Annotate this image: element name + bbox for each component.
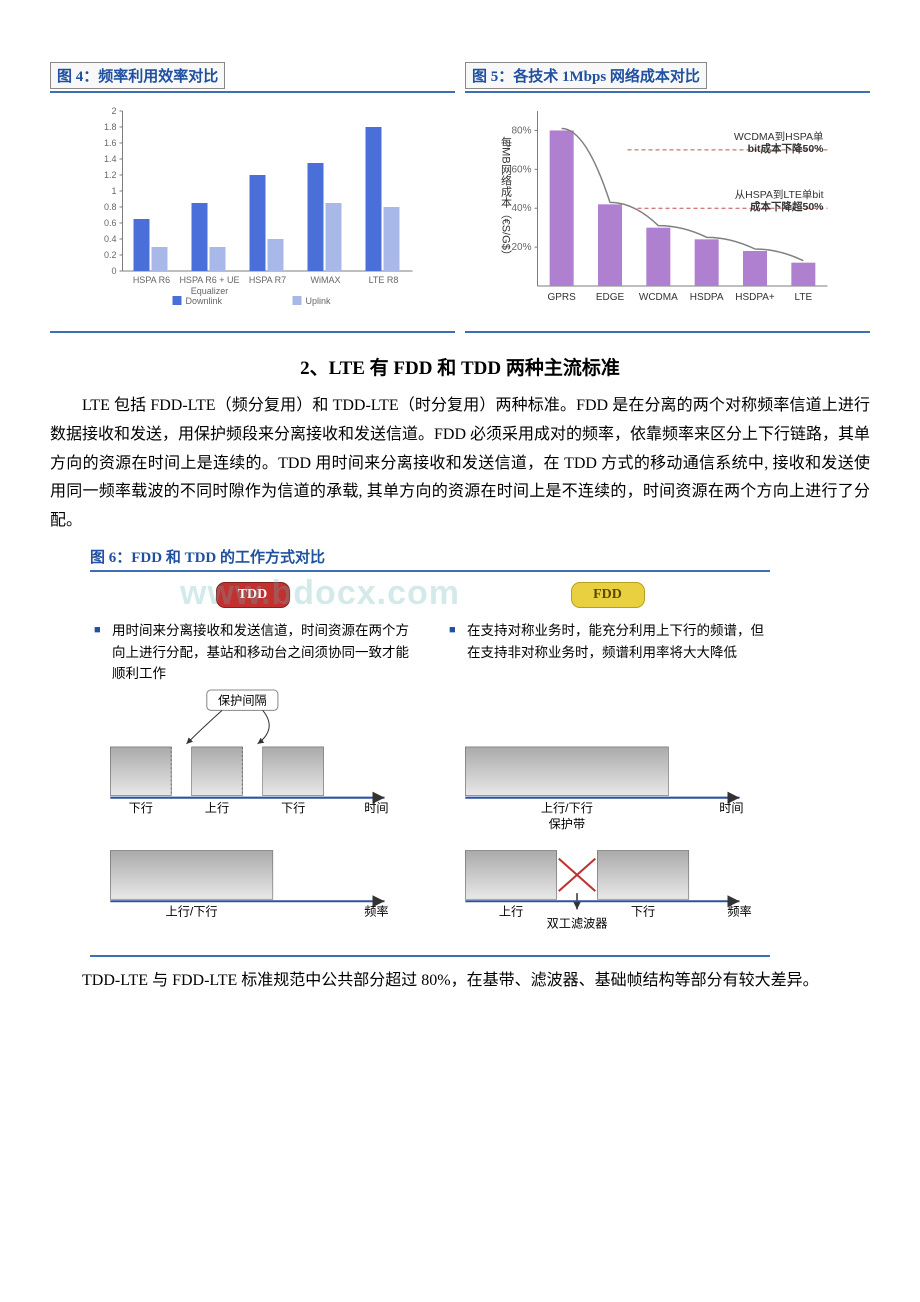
svg-text:频率: 频率 [727,903,751,918]
svg-text:上行/下行: 上行/下行 [166,904,218,918]
fdd-diagram: 时间 上行/下行保护带上行 下行 频率双工滤波器 [445,688,770,932]
svg-text:0.6: 0.6 [104,218,117,228]
fig6-wrap: 图 6：FDD 和 TDD 的工作方式对比 www.bdocx.com TDD … [90,546,770,957]
svg-text:LTE R8: LTE R8 [369,275,399,285]
chart5-box: 图 5：各技术 1Mbps 网络成本对比 每MB网络成本（€S/G$）20% 40… [465,60,870,333]
svg-text:0.4: 0.4 [104,234,117,244]
tdd-diagram: 保护间隔下行 上行 下行 时间上行/下行 频率 [90,688,415,932]
svg-text:上行: 上行 [205,801,229,815]
svg-text:60%: 60% [511,164,531,175]
section-heading: 2、LTE 有 FDD 和 TDD 两种主流标准 [50,353,870,380]
tdd-badge: TDD [216,582,290,608]
chart5-title: 图 5：各技术 1Mbps 网络成本对比 [465,62,707,89]
svg-text:WCDMA: WCDMA [639,292,678,303]
svg-text:每MB网络成本（€S/G$）: 每MB网络成本（€S/G$） [500,135,513,261]
charts-row: 图 4：频率利用效率对比 0 0.2 0.4 0.6 0.8 1 1.2 1.4 1.6 1.8 2… [50,60,870,333]
svg-text:1.4: 1.4 [104,154,117,164]
svg-text:0.8: 0.8 [104,202,117,212]
svg-text:1: 1 [111,186,116,196]
svg-text:WCDMA到HSPA单: WCDMA到HSPA单 [734,131,824,143]
svg-text:Downlink: Downlink [186,296,223,306]
svg-text:频率: 频率 [364,903,388,918]
svg-text:80%: 80% [511,125,531,136]
svg-text:HSPA R7: HSPA R7 [249,275,286,285]
svg-text:bit成本下降50%: bit成本下降50% [748,142,825,155]
svg-text:保护带: 保护带 [549,817,586,831]
section2-para1: LTE 包括 FDD-LTE（频分复用）和 TDD-LTE（时分复用）两种标准。… [50,392,870,536]
svg-text:时间: 时间 [719,801,743,815]
svg-text:从HSPA到LTE单bit: 从HSPA到LTE单bit [735,189,824,201]
fig6-title: 图 6：FDD 和 TDD 的工作方式对比 [90,550,325,566]
svg-text:0.2: 0.2 [104,250,117,260]
chart4-title: 图 4：频率利用效率对比 [50,62,225,89]
svg-text:40%: 40% [511,203,531,214]
svg-text:Equalizer: Equalizer [191,286,229,296]
chart4-svg: 0 0.2 0.4 0.6 0.8 1 1.2 1.4 1.6 1.8 2 HSPA R6 HSPA R… [50,101,455,326]
svg-text:上行/下行: 上行/下行 [541,801,593,815]
chart5-svg: 每MB网络成本（€S/G$）20% 40% 60% 80% GPRS EDGE WCDMA H… [465,101,870,326]
svg-text:HSPA R6 + UE: HSPA R6 + UE [179,275,239,285]
fdd-column: FDD 在支持对称业务时，能充分利用上下行的频谱，但在支持非对称业务时，频谱利用… [445,582,770,937]
chart4-title-row: 图 4：频率利用效率对比 [50,60,455,93]
tdd-column: TDD 用时间来分离接收和发送信道，时间资源在两个方向上进行分配，基站和移动台之… [90,582,415,937]
svg-text:成本下降超50%: 成本下降超50% [750,200,824,213]
fdd-desc: 在支持对称业务时，能充分利用上下行的频谱，但在支持非对称业务时，频谱利用率将大大… [445,620,770,688]
svg-text:0: 0 [111,266,116,276]
svg-text:HSPA R6: HSPA R6 [133,275,170,285]
svg-text:1.8: 1.8 [104,122,117,132]
svg-text:2: 2 [111,106,116,116]
svg-text:Uplink: Uplink [306,296,332,306]
svg-text:时间: 时间 [364,801,388,815]
svg-text:EDGE: EDGE [596,292,625,303]
svg-text:保护间隔: 保护间隔 [218,693,267,707]
fig6-title-row: 图 6：FDD 和 TDD 的工作方式对比 [90,546,770,572]
section2-para2: TDD-LTE 与 FDD-LTE 标准规范中公共部分超过 80%，在基带、滤波… [50,967,870,996]
svg-text:GPRS: GPRS [547,292,576,303]
svg-text:WiMAX: WiMAX [311,275,341,285]
chart4-box: 图 4：频率利用效率对比 0 0.2 0.4 0.6 0.8 1 1.2 1.4 1.6 1.8 2… [50,60,455,333]
svg-text:1.2: 1.2 [104,170,117,180]
svg-text:下行: 下行 [631,904,655,918]
svg-text:下行: 下行 [129,801,153,815]
svg-text:下行: 下行 [281,801,305,815]
svg-text:20%: 20% [511,242,531,253]
svg-text:双工滤波器: 双工滤波器 [547,917,608,931]
tdd-desc: 用时间来分离接收和发送信道，时间资源在两个方向上进行分配，基站和移动台之间须协同… [90,620,415,688]
svg-text:HSDPA: HSDPA [690,292,724,303]
svg-text:1.6: 1.6 [104,138,117,148]
svg-text:LTE: LTE [795,292,813,303]
svg-text:HSDPA+: HSDPA+ [735,292,775,303]
chart5-title-row: 图 5：各技术 1Mbps 网络成本对比 [465,60,870,93]
fig6-content: www.bdocx.com TDD 用时间来分离接收和发送信道，时间资源在两个方… [90,582,770,957]
fdd-badge: FDD [571,582,645,608]
svg-text:上行: 上行 [499,904,523,918]
